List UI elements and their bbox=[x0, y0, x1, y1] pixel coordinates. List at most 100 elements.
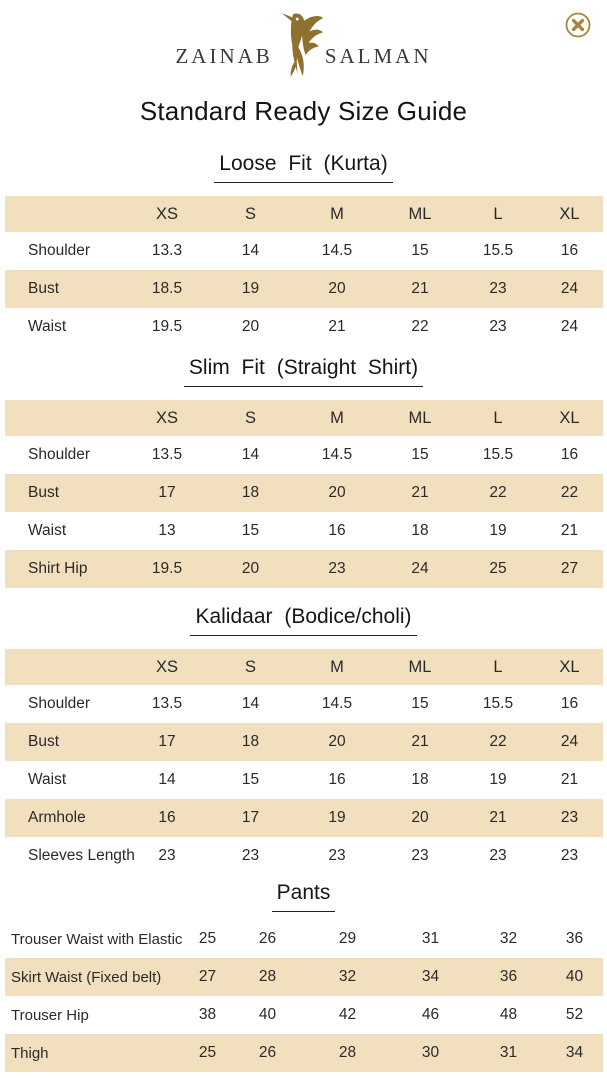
measurement-value: 15.5 bbox=[482, 242, 514, 259]
section-title: Pants bbox=[271, 881, 336, 912]
measurement-value: 27 bbox=[198, 968, 217, 985]
measurement-value: 25 bbox=[489, 560, 507, 577]
size-column-header: S bbox=[244, 657, 256, 676]
section-loose-fit-kurta: Loose Fit (Kurta) XS S M ML L XL Shoulder 13.3 14… bbox=[0, 152, 607, 346]
measurement-value: 48 bbox=[499, 1006, 518, 1023]
section-title-row: Kalidaar (Bodice/choli) bbox=[0, 605, 607, 636]
measurement-value: 23 bbox=[489, 318, 507, 335]
measurement-value: 32 bbox=[338, 968, 357, 985]
size-column-header: M bbox=[330, 204, 344, 223]
table-row-skirt-waist-fixed-belt: Skirt Waist (Fixed belt) 27 28 32 34 36 40 bbox=[5, 958, 603, 996]
row-label: Bust bbox=[28, 484, 60, 501]
size-table: Trouser Waist with Elastic 25 26 29 31 32 36 Sk… bbox=[5, 920, 603, 1072]
size-column-header: ML bbox=[408, 657, 432, 676]
measurement-value: 15 bbox=[411, 695, 429, 712]
row-label: Bust bbox=[28, 280, 60, 297]
table-row-bust: Bust 17 18 20 21 22 24 bbox=[5, 723, 603, 761]
measurement-value: 20 bbox=[328, 733, 346, 750]
measurement-value: 28 bbox=[258, 968, 277, 985]
measurement-value: 23 bbox=[489, 847, 507, 864]
brand-logo: ZAINAB SALMAN bbox=[0, 0, 607, 78]
size-column-header: S bbox=[244, 204, 256, 223]
table-row-armhole: Armhole 16 17 19 20 21 23 bbox=[5, 799, 603, 837]
brand-name-left: ZAINAB bbox=[175, 44, 273, 68]
measurement-value: 13.3 bbox=[151, 242, 183, 259]
measurement-value: 32 bbox=[499, 930, 518, 947]
measurement-value: 18 bbox=[241, 484, 260, 501]
measurement-value: 27 bbox=[560, 560, 579, 577]
size-guide-sections: Loose Fit (Kurta) XS S M ML L XL Shoulder 13.3 14… bbox=[0, 152, 607, 1072]
measurement-value: 34 bbox=[565, 1044, 584, 1061]
size-column-header: M bbox=[330, 408, 344, 427]
row-label: Waist bbox=[28, 318, 67, 335]
measurement-value: 20 bbox=[328, 484, 346, 501]
size-column-header: L bbox=[493, 408, 503, 427]
size-header-row: XS S M ML L XL bbox=[5, 196, 603, 232]
section-title-row: Pants bbox=[0, 881, 607, 912]
measurement-value: 22 bbox=[489, 733, 507, 750]
section-title: Slim Fit (Straight Shirt) bbox=[183, 356, 424, 387]
row-label: Skirt Waist (Fixed belt) bbox=[11, 968, 162, 986]
size-column-header: M bbox=[330, 657, 344, 676]
measurement-value: 29 bbox=[338, 930, 357, 947]
measurement-value: 23 bbox=[411, 847, 429, 864]
section-kalidaar-bodice-choli: Kalidaar (Bodice/choli) XS S M ML L XL Shoulder… bbox=[0, 605, 607, 875]
section-title-row: Slim Fit (Straight Shirt) bbox=[0, 356, 607, 387]
size-column-header: ML bbox=[408, 408, 432, 427]
measurement-value: 36 bbox=[565, 930, 584, 947]
measurement-value: 42 bbox=[338, 1006, 357, 1023]
measurement-value: 24 bbox=[411, 560, 429, 577]
measurement-value: 16 bbox=[560, 242, 579, 259]
size-table: XS S M ML L XL Shoulder 13.5 14 14.5 15 15.5 16 Bust 1… bbox=[5, 400, 603, 588]
measurement-value: 16 bbox=[560, 695, 579, 712]
table-row-sleeves-length: Sleeves Length 23 23 23 23 23 23 bbox=[5, 837, 603, 875]
measurement-value: 30 bbox=[421, 1044, 440, 1061]
table-row-waist: Waist 14 15 16 18 19 21 bbox=[5, 761, 603, 799]
row-label: Waist bbox=[28, 771, 67, 788]
size-column-header: ML bbox=[408, 204, 432, 223]
measurement-value: 14.5 bbox=[321, 242, 353, 259]
measurement-value: 40 bbox=[565, 968, 584, 985]
measurement-value: 21 bbox=[411, 733, 429, 750]
measurement-value: 23 bbox=[328, 847, 346, 864]
measurement-value: 21 bbox=[560, 522, 579, 539]
table-row-shoulder: Shoulder 13.5 14 14.5 15 15.5 16 bbox=[5, 685, 603, 723]
measurement-value: 21 bbox=[411, 280, 429, 297]
row-label: Shirt Hip bbox=[28, 560, 88, 577]
measurement-value: 26 bbox=[258, 930, 277, 947]
measurement-value: 25 bbox=[198, 930, 217, 947]
measurement-value: 19.5 bbox=[151, 560, 183, 577]
measurement-value: 23 bbox=[560, 847, 579, 864]
table-row-shirt-hip: Shirt Hip 19.5 20 23 24 25 27 bbox=[5, 550, 603, 588]
measurement-value: 18 bbox=[241, 733, 260, 750]
measurement-value: 18.5 bbox=[151, 280, 183, 297]
size-column-header: S bbox=[244, 408, 256, 427]
section-slim-fit-straight-shirt: Slim Fit (Straight Shirt) XS S M ML L XL Should… bbox=[0, 356, 607, 588]
measurement-value: 21 bbox=[411, 484, 429, 501]
table-row-bust: Bust 17 18 20 21 22 22 bbox=[5, 474, 603, 512]
bird-logo-icon bbox=[281, 13, 323, 77]
measurement-value: 21 bbox=[560, 771, 579, 788]
measurement-value: 25 bbox=[198, 1044, 217, 1061]
size-column-header: XL bbox=[559, 657, 580, 676]
measurement-value: 14.5 bbox=[321, 446, 353, 463]
size-column-header: XL bbox=[559, 204, 580, 223]
table-row-trouser-hip: Trouser Hip 38 40 42 46 48 52 bbox=[5, 996, 603, 1034]
measurement-value: 36 bbox=[499, 968, 518, 985]
section-title-row: Loose Fit (Kurta) bbox=[0, 152, 607, 183]
measurement-value: 19 bbox=[489, 522, 507, 539]
measurement-value: 18 bbox=[411, 522, 429, 539]
table-row-shoulder: Shoulder 13.5 14 14.5 15 15.5 16 bbox=[5, 436, 603, 474]
measurement-value: 13.5 bbox=[151, 695, 183, 712]
table-row-shoulder: Shoulder 13.3 14 14.5 15 15.5 16 bbox=[5, 232, 603, 270]
measurement-value: 14 bbox=[241, 242, 260, 259]
measurement-value: 17 bbox=[158, 484, 176, 501]
measurement-value: 23 bbox=[158, 847, 176, 864]
measurement-value: 13 bbox=[158, 522, 176, 539]
measurement-value: 24 bbox=[560, 280, 579, 297]
close-button[interactable] bbox=[564, 11, 592, 39]
measurement-value: 15 bbox=[411, 242, 429, 259]
size-column-header: L bbox=[493, 657, 503, 676]
size-header-row: XS S M ML L XL bbox=[5, 649, 603, 685]
measurement-value: 16 bbox=[560, 446, 579, 463]
